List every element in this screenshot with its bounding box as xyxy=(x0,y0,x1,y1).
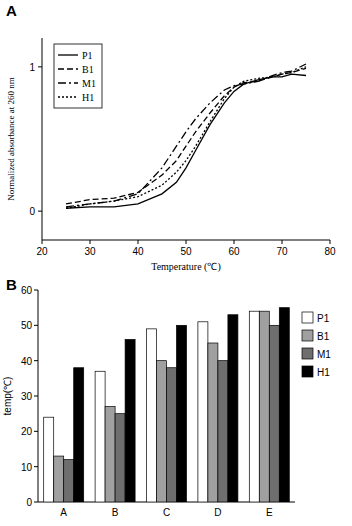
x-tick xyxy=(234,240,235,244)
x-tick xyxy=(282,240,283,244)
y-tick xyxy=(34,466,38,467)
legend-frame xyxy=(54,44,102,108)
bar xyxy=(269,325,279,502)
x-tick-label: 20 xyxy=(36,246,48,257)
bar xyxy=(249,311,259,502)
bar xyxy=(147,329,157,502)
bar xyxy=(157,361,167,502)
bar xyxy=(167,368,177,502)
legend-swatch xyxy=(302,330,313,341)
legend-label: P1 xyxy=(317,313,330,324)
bar xyxy=(64,460,74,502)
bar xyxy=(74,368,84,502)
y-tick xyxy=(34,502,38,503)
y-tick-label: 30 xyxy=(21,391,33,402)
y-tick xyxy=(38,66,42,67)
x-tick-label: D xyxy=(214,507,221,518)
y-tick xyxy=(34,360,38,361)
x-tick-label: B xyxy=(112,507,119,518)
legend-swatch xyxy=(58,68,78,69)
bar xyxy=(105,407,115,502)
y-tick xyxy=(38,211,42,212)
legend-label: H1 xyxy=(317,367,330,378)
y-tick-label: 50 xyxy=(21,320,33,331)
panel-b: B 0 10 20 30 40 50 60 temp(℃) A B C D E P1 B1 M1 H1 xyxy=(2,276,331,518)
bar xyxy=(115,414,125,502)
y-tick xyxy=(34,396,38,397)
y-axis xyxy=(42,38,43,240)
x-tick-label: 80 xyxy=(324,246,336,257)
bar xyxy=(198,322,208,502)
bar xyxy=(54,456,64,502)
panel-label: B xyxy=(6,276,17,293)
legend-swatch xyxy=(58,54,78,55)
legend-label: P1 xyxy=(82,50,93,61)
legend-swatch xyxy=(302,312,313,323)
x-tick-label: A xyxy=(60,507,67,518)
x-tick xyxy=(42,240,43,244)
y-axis-title: temp(℃) xyxy=(2,377,13,416)
legend-label: B1 xyxy=(82,64,94,75)
x-tick xyxy=(90,240,91,244)
x-tick xyxy=(186,240,187,244)
x-tick xyxy=(138,240,139,244)
bar xyxy=(177,325,187,502)
legend: P1 B1 M1 H1 xyxy=(54,44,102,108)
x-tick-label: 40 xyxy=(132,246,144,257)
bar xyxy=(125,339,135,502)
x-tick-label: 30 xyxy=(84,246,96,257)
legend-swatch xyxy=(302,366,313,377)
panel-label: A xyxy=(6,2,17,19)
bars xyxy=(44,308,290,502)
bar xyxy=(95,371,105,502)
x-tick-label: 50 xyxy=(180,246,192,257)
y-tick xyxy=(34,290,38,291)
x-tick-label: C xyxy=(163,507,170,518)
y-axis-title: Normalized absorbance at 260 nm xyxy=(6,77,16,200)
x-tick xyxy=(330,240,331,244)
legend-label: B1 xyxy=(317,331,330,342)
legend-swatch xyxy=(58,82,78,83)
bar xyxy=(208,343,218,502)
y-tick-label: 60 xyxy=(21,285,33,296)
panel-a: A 20 30 40 50 60 70 80 0 1 Temperature (℃) Normaliz… xyxy=(6,2,336,273)
x-tick-label: 70 xyxy=(276,246,288,257)
bar xyxy=(259,311,269,502)
x-tick-label: 60 xyxy=(228,246,240,257)
x-tick-label: E xyxy=(266,507,273,518)
bar xyxy=(228,315,238,502)
legend-swatch xyxy=(302,348,313,359)
y-tick-label: 0 xyxy=(29,206,35,217)
y-tick xyxy=(34,431,38,432)
legend-label: H1 xyxy=(82,92,94,103)
y-tick-label: 20 xyxy=(21,426,33,437)
y-tick-label: 1 xyxy=(29,62,35,73)
legend-label: M1 xyxy=(317,349,331,360)
y-tick-label: 40 xyxy=(21,356,33,367)
legend: P1 B1 M1 H1 xyxy=(302,312,331,378)
figure: A 20 30 40 50 60 70 80 0 1 Temperature (℃) Normaliz… xyxy=(0,0,352,526)
legend-swatch xyxy=(58,96,78,97)
bar xyxy=(218,361,228,502)
bar xyxy=(44,417,54,502)
y-tick-label: 10 xyxy=(21,462,33,473)
y-tick xyxy=(34,325,38,326)
bar xyxy=(279,308,289,502)
legend-label: M1 xyxy=(82,78,96,89)
y-tick-label: 0 xyxy=(26,497,32,508)
x-axis-title: Temperature (℃) xyxy=(151,261,221,273)
